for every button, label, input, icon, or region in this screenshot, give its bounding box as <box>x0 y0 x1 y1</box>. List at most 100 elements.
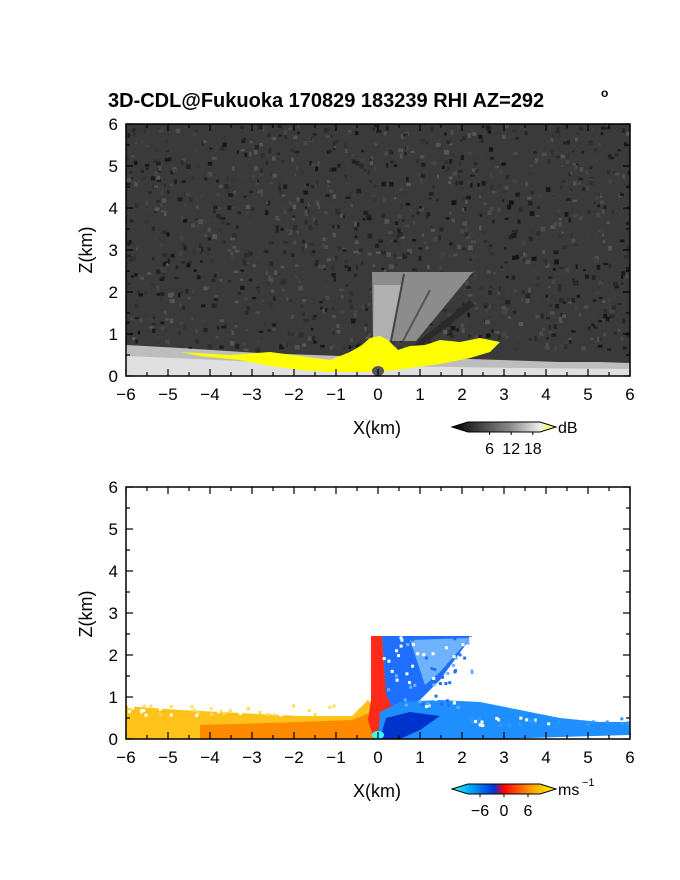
noise-speck <box>288 201 293 205</box>
noise-speck <box>244 152 248 157</box>
noise-speck <box>554 345 557 349</box>
noise-speck <box>344 174 347 179</box>
velocity-speck <box>403 698 407 702</box>
noise-speck <box>278 273 281 276</box>
noise-speck <box>427 264 430 270</box>
noise-speck <box>287 331 290 336</box>
noise-speck <box>280 279 286 285</box>
noise-speck <box>263 323 267 326</box>
noise-speck <box>525 181 528 187</box>
noise-speck <box>536 206 541 210</box>
noise-speck <box>536 335 539 341</box>
noise-speck <box>623 254 629 260</box>
noise-speck <box>369 179 372 184</box>
noise-speck <box>186 164 191 170</box>
noise-speck <box>293 135 298 140</box>
noise-speck <box>557 134 561 137</box>
noise-speck <box>602 239 606 244</box>
noise-speck <box>291 253 295 257</box>
noise-speck <box>240 278 244 281</box>
noise-speck <box>132 181 137 184</box>
noise-speck <box>559 184 563 190</box>
noise-speck <box>395 234 399 239</box>
velocity-x-tick-label: 4 <box>541 748 550 767</box>
noise-speck <box>458 175 461 179</box>
noise-speck <box>231 232 236 238</box>
noise-speck <box>383 131 387 136</box>
noise-speck <box>430 228 435 232</box>
noise-speck <box>527 200 533 206</box>
noise-speck <box>449 335 455 338</box>
noise-speck <box>472 302 476 305</box>
noise-speck <box>443 329 448 335</box>
noise-speck <box>195 218 198 221</box>
noise-speck <box>492 190 496 194</box>
velocity-speck <box>387 688 391 692</box>
noise-speck <box>353 312 358 318</box>
noise-speck <box>399 204 404 209</box>
noise-speck <box>181 216 184 220</box>
velocity-speck <box>481 723 485 727</box>
noise-speck <box>213 297 219 301</box>
velocity-x-tick-label: −6 <box>116 748 135 767</box>
velocity-speck <box>128 705 132 709</box>
noise-speck <box>627 251 630 255</box>
noise-speck <box>525 259 531 265</box>
velocity-speck <box>169 713 173 717</box>
velocity-speck <box>273 713 277 717</box>
noise-speck <box>550 192 555 195</box>
noise-speck <box>387 231 393 235</box>
intensity-fan-streak-1 <box>390 273 405 342</box>
velocity-speck <box>395 678 399 682</box>
noise-speck <box>453 253 458 257</box>
noise-speck <box>472 253 477 258</box>
noise-speck <box>428 323 433 326</box>
noise-speck <box>581 346 586 351</box>
noise-speck <box>621 275 624 280</box>
noise-speck <box>363 210 369 215</box>
noise-speck <box>298 332 304 338</box>
noise-speck <box>140 139 145 144</box>
noise-speck <box>230 178 236 182</box>
noise-speck <box>232 166 235 171</box>
noise-speck <box>481 181 486 186</box>
noise-speck <box>504 246 507 250</box>
noise-speck <box>134 142 138 145</box>
noise-speck <box>221 325 227 329</box>
velocity-colorbar-ticks: −6 0 6 <box>471 794 533 820</box>
noise-speck <box>438 157 444 162</box>
velocity-speck <box>209 706 213 710</box>
noise-speck <box>185 289 189 294</box>
velocity-speck <box>195 713 199 717</box>
velocity-speck <box>409 685 413 689</box>
noise-speck <box>293 173 297 177</box>
intensity-y-tick-label: 0 <box>109 367 118 386</box>
noise-speck <box>574 137 578 142</box>
velocity-speck <box>214 706 218 710</box>
noise-speck <box>447 167 450 170</box>
intensity-x-tick-label: 1 <box>415 385 424 404</box>
noise-speck <box>220 216 226 220</box>
velocity-speck <box>448 681 452 685</box>
noise-speck <box>215 179 220 183</box>
noise-speck <box>326 180 331 184</box>
noise-speck <box>558 316 562 322</box>
noise-speck <box>325 283 329 287</box>
noise-speck <box>245 204 251 209</box>
noise-speck <box>566 140 570 145</box>
noise-speck <box>545 294 548 298</box>
noise-speck <box>438 235 441 241</box>
noise-speck <box>605 127 611 130</box>
noise-speck <box>202 262 207 268</box>
noise-speck <box>255 348 261 353</box>
noise-speck <box>608 179 613 184</box>
noise-speck <box>281 194 286 197</box>
velocity-speck <box>140 710 144 714</box>
noise-speck <box>266 280 271 286</box>
noise-speck <box>355 265 358 271</box>
velocity-speck <box>158 713 162 717</box>
noise-speck <box>129 171 133 174</box>
velocity-speck <box>454 656 458 660</box>
noise-speck <box>406 145 409 151</box>
